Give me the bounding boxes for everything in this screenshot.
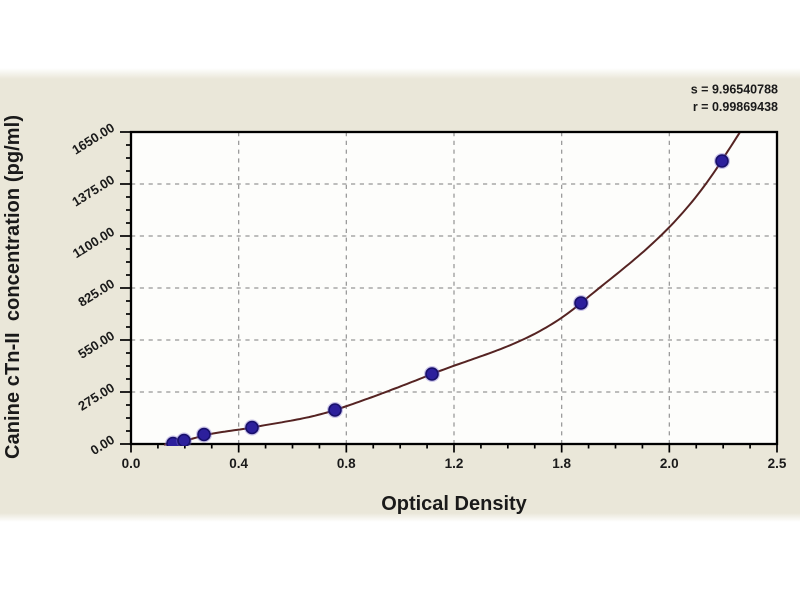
svg-text:2.5: 2.5 — [768, 456, 787, 471]
svg-text:0.0: 0.0 — [122, 456, 141, 471]
svg-text:2.0: 2.0 — [660, 456, 679, 471]
svg-text:Optical Density: Optical Density — [381, 493, 527, 515]
svg-text:1.8: 1.8 — [552, 456, 571, 471]
svg-text:r = 0.99869438: r = 0.99869438 — [693, 100, 778, 114]
svg-text:0.8: 0.8 — [337, 456, 356, 471]
svg-text:1.2: 1.2 — [445, 456, 464, 471]
svg-text:Canine cTn-II concentration (: Canine cTn-II concentration (pg/ml) — [2, 115, 24, 459]
svg-text:s = 9.96540788: s = 9.96540788 — [691, 83, 778, 97]
svg-text:0.4: 0.4 — [229, 456, 248, 471]
